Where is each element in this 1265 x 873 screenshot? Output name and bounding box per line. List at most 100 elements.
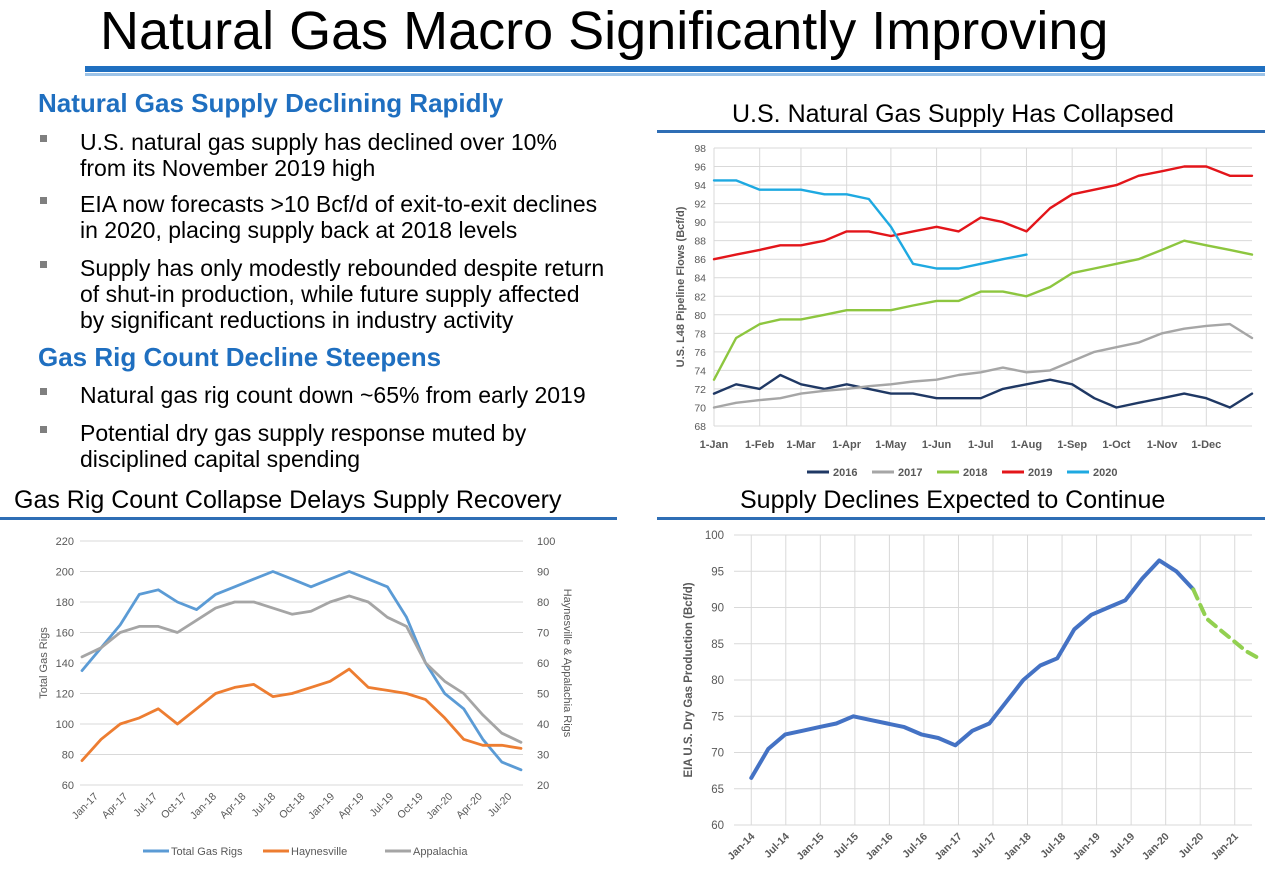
section-heading-supply: Natural Gas Supply Declining Rapidly <box>38 88 504 118</box>
y-tick-label: 92 <box>694 199 706 211</box>
x-tick-label: 1-Jul <box>968 439 994 451</box>
y2-tick-label: 20 <box>537 780 549 792</box>
x-tick-label: Jan-15 <box>794 831 826 863</box>
bullet-line: Natural gas rig count down ~65% from ear… <box>80 382 586 408</box>
bullet-line: EIA now forecasts >10 Bcf/d of exit-to-e… <box>80 191 598 217</box>
y-axis-label: EIA U.S. Dry Gas Production (Bcf/d) <box>683 582 695 777</box>
chart-rule-supply <box>657 130 1265 133</box>
x-tick-label: Jan-14 <box>725 831 757 863</box>
legend-label: Total Gas Rigs <box>171 846 243 858</box>
section-heading-rigs: Gas Rig Count Decline Steepens <box>38 342 442 372</box>
x-tick-label: Jul-20 <box>486 791 515 820</box>
y-tick-label: 120 <box>56 689 74 701</box>
y-tick-label: 88 <box>694 236 706 248</box>
y-tick-label: 80 <box>62 750 74 762</box>
y-axis-label: Total Gas Rigs <box>38 627 50 699</box>
y2-tick-label: 100 <box>537 536 555 548</box>
legend-label: 2018 <box>963 467 987 479</box>
series-line-appalachia <box>80 594 523 744</box>
legend-label: 2019 <box>1028 467 1052 479</box>
x-tick-label: Jan-16 <box>864 831 896 863</box>
x-tick-label: 1-Jan <box>700 439 729 451</box>
x-tick-label: Jan-17 <box>70 791 101 822</box>
y-tick-label: 82 <box>694 291 706 303</box>
y-tick-label: 100 <box>56 719 74 731</box>
x-tick-label: Jan-18 <box>1002 831 1034 863</box>
y-tick-label: 160 <box>56 628 74 640</box>
y2-tick-label: 80 <box>537 597 549 609</box>
x-tick-label: 1-Feb <box>745 439 775 451</box>
x-tick-label: 1-Jun <box>922 439 952 451</box>
y2-tick-label: 90 <box>537 567 549 579</box>
x-tick-label: 1-Nov <box>1147 439 1178 451</box>
series-line-haynesville <box>80 667 523 763</box>
bullet-marker <box>40 135 47 142</box>
bullet-line: by significant reductions in industry ac… <box>80 307 514 333</box>
y2-axis-label: Haynesville & Appalachia Rigs <box>561 589 573 738</box>
y-tick-label: 86 <box>694 254 706 266</box>
y-tick-label: 220 <box>56 536 74 548</box>
bullet-line: disciplined capital spending <box>80 446 361 472</box>
x-tick-label: 1-Aug <box>1011 439 1042 451</box>
x-tick-label: 1-Oct <box>1102 439 1130 451</box>
series-line-forecast <box>1191 587 1261 661</box>
x-tick-label: Jul-19 <box>368 791 397 820</box>
x-tick-label: Jan-20 <box>424 791 455 822</box>
bullet-line: in 2020, placing supply back at 2018 lev… <box>80 217 518 243</box>
series-line-2019 <box>712 165 1254 261</box>
y-tick-label: 68 <box>694 421 706 433</box>
x-tick-label: 1-May <box>875 439 907 451</box>
x-tick-label: Jul-17 <box>131 791 160 820</box>
x-tick-label: 1-Dec <box>1191 439 1221 451</box>
y-tick-label: 180 <box>56 597 74 609</box>
bullet-line: Supply has only modestly rebounded despi… <box>80 255 605 281</box>
x-tick-label: Oct-19 <box>395 791 426 822</box>
x-tick-label: Jan-18 <box>188 791 219 822</box>
y-tick-label: 98 <box>694 143 706 155</box>
y-tick-label: 140 <box>56 658 74 670</box>
y-tick-label: 76 <box>694 347 706 359</box>
y-tick-label: 200 <box>56 567 74 579</box>
y-tick-label: 65 <box>711 784 724 796</box>
y-tick-label: 95 <box>711 566 724 578</box>
x-tick-label: 1-Mar <box>786 439 816 451</box>
legend-label: Haynesville <box>291 846 347 858</box>
y2-tick-label: 40 <box>537 719 549 731</box>
y-tick-label: 72 <box>694 384 706 396</box>
page-title: Natural Gas Macro Significantly Improvin… <box>100 1 1109 61</box>
y2-tick-label: 50 <box>537 689 549 701</box>
y-tick-label: 60 <box>62 780 74 792</box>
chart-title-rigs: Gas Rig Count Collapse Delays Supply Rec… <box>14 486 562 514</box>
x-tick-label: Jul-14 <box>762 831 792 861</box>
title-rule <box>85 66 1265 76</box>
x-tick-label: Jul-18 <box>1038 831 1068 861</box>
x-tick-label: Jul-20 <box>1176 831 1206 861</box>
y-tick-label: 100 <box>705 530 724 542</box>
legend-label: 2017 <box>898 467 922 479</box>
bullet-line: from its November 2019 high <box>80 155 376 181</box>
y-tick-label: 74 <box>694 365 706 377</box>
legend-label: 2016 <box>833 467 857 479</box>
chart-title-supply: U.S. Natural Gas Supply Has Collapsed <box>732 100 1174 128</box>
series-line-2018 <box>712 239 1254 381</box>
bullet-marker <box>40 261 47 268</box>
x-tick-label: Jan-19 <box>1071 831 1103 863</box>
x-tick-label: Jan-17 <box>933 831 965 863</box>
x-tick-label: Jul-17 <box>969 831 999 861</box>
series-line-total-gas-rigs <box>80 570 523 772</box>
y-tick-label: 94 <box>694 180 706 192</box>
series-line-2017 <box>712 322 1254 409</box>
y2-tick-label: 60 <box>537 658 549 670</box>
x-tick-label: Apr-18 <box>218 791 249 822</box>
rig-count-chart: 60 80 100 120 140 160 180 200 220 20 30 40 50 60 70 80 9… <box>38 536 573 858</box>
chart-title-production: Supply Declines Expected to Continue <box>740 486 1166 514</box>
legend-label: 2020 <box>1093 467 1117 479</box>
x-tick-label: Jan-20 <box>1140 831 1172 863</box>
series-line-actual <box>749 558 1196 780</box>
y-tick-label: 90 <box>694 217 706 229</box>
y-tick-label: 78 <box>694 328 706 340</box>
y-tick-label: 70 <box>694 402 706 414</box>
bullet-line: U.S. natural gas supply has declined ove… <box>80 129 557 155</box>
x-tick-label: Jul-16 <box>900 831 930 861</box>
